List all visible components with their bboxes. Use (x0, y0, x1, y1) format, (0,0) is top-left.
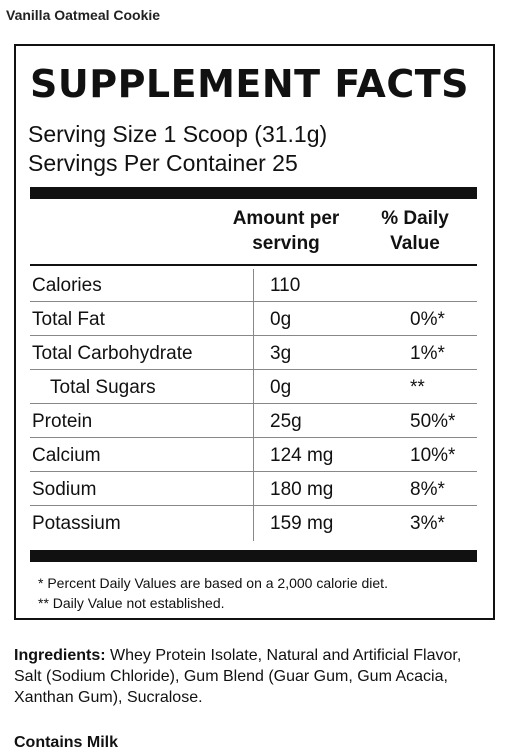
nutrient-name: Potassium (32, 513, 121, 534)
nutrient-name: Protein (32, 411, 93, 432)
nutrient-name: Sodium (32, 479, 97, 500)
daily-value-header: % Daily Value (381, 208, 449, 254)
serving-size: Serving Size 1 Scoop (31.1g) (28, 121, 328, 147)
nutrient-daily-value: 10%* (410, 445, 456, 466)
nutrient-amount: 180 mg (253, 473, 333, 507)
bottom-divider-bar (30, 550, 477, 562)
nutrient-daily-value: 8%* (410, 479, 445, 500)
nutrient-row: Total Fat 0g 0%* (30, 302, 477, 337)
product-name: Vanilla Oatmeal Cookie (6, 7, 161, 23)
nutrient-row: Protein 25g 50%* (30, 404, 477, 439)
nutrient-amount: 25g (253, 405, 302, 439)
nutrient-name: Total Carbohydrate (32, 343, 193, 364)
ingredients-text: Whey Protein Isolate, Natural and Artifi… (14, 647, 462, 706)
nutrient-amount: 159 mg (253, 507, 333, 541)
supplement-facts-panel: SUPPLEMENT FACTS Serving Size 1 Scoop (3… (14, 44, 495, 620)
nutrient-row: Calories 110 (30, 268, 477, 303)
nutrient-table: Calories 110 Total Fat 0g 0%* Total Carbohydr… (30, 268, 477, 541)
nutrient-daily-value: 1%* (410, 343, 445, 364)
ingredients-label: Ingredients: (14, 647, 106, 664)
servings-per-container: Servings Per Container 25 (28, 150, 298, 176)
nutrient-row: Potassium 159 mg 3%* (30, 506, 477, 541)
amount-per-serving-header: Amount per serving (232, 208, 340, 254)
nutrient-amount: 110 (253, 269, 300, 303)
nutrient-row: Total Sugars 0g ** (30, 370, 477, 405)
nutrient-daily-value: 50%* (410, 411, 456, 432)
ingredients-statement: Ingredients: Whey Protein Isolate, Natur… (14, 645, 492, 708)
nutrient-daily-value: 3%* (410, 513, 445, 534)
nutrient-daily-value: ** (410, 377, 425, 398)
nutrient-name: Calories (32, 275, 102, 296)
nutrient-amount: 124 mg (253, 439, 333, 473)
panel-title: SUPPLEMENT FACTS (30, 62, 470, 106)
footnote-not-established: ** Daily Value not established. (38, 595, 225, 611)
nutrient-name: Total Fat (32, 309, 105, 330)
nutrient-amount: 0g (253, 303, 291, 337)
allergen-statement: Contains Milk (14, 734, 119, 751)
header-divider (30, 264, 477, 266)
nutrient-name: Total Sugars (50, 377, 156, 398)
nutrient-row: Sodium 180 mg 8%* (30, 472, 477, 507)
nutrient-daily-value: 0%* (410, 309, 445, 330)
nutrient-amount: 3g (253, 337, 291, 371)
nutrient-amount: 0g (253, 371, 291, 405)
footnote-daily-value: * Percent Daily Values are based on a 2,… (38, 575, 388, 591)
nutrient-row: Total Carbohydrate 3g 1%* (30, 336, 477, 371)
nutrient-row: Calcium 124 mg 10%* (30, 438, 477, 473)
top-divider-bar (30, 187, 477, 199)
nutrient-name: Calcium (32, 445, 101, 466)
